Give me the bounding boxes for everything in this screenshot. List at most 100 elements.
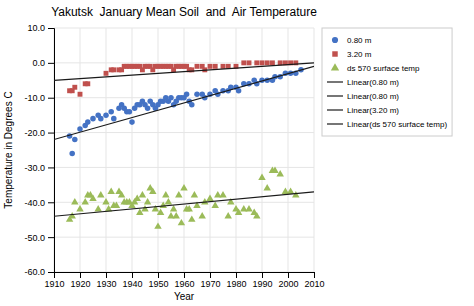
legend-symbol — [327, 81, 343, 82]
grid-line-y — [54, 62, 314, 63]
y-tick-label: 0.0 — [32, 58, 45, 68]
y-axis-line — [48, 29, 55, 273]
point — [271, 167, 278, 173]
point — [133, 195, 140, 201]
point — [139, 191, 146, 197]
point — [89, 195, 96, 201]
trend-line — [54, 63, 314, 80]
point — [175, 191, 182, 197]
grid-line-y — [54, 237, 314, 238]
y-tick-mark — [48, 167, 54, 168]
point — [78, 92, 83, 97]
point — [236, 88, 242, 94]
legend-label: Linear(ds 570 surface temp) — [347, 120, 447, 129]
legend: 0.80 m3.20 mds 570 surface tempLinear(0.… — [322, 28, 452, 136]
point — [162, 191, 169, 197]
point — [254, 60, 259, 65]
legend-item: 0.80 m — [332, 36, 372, 45]
point — [241, 60, 246, 65]
y-tick: -20.0 — [24, 128, 54, 138]
legend-symbol — [331, 63, 339, 70]
point — [270, 60, 275, 65]
point — [189, 102, 195, 108]
point — [103, 112, 109, 118]
x-tick: 1960 — [174, 272, 194, 289]
point — [72, 137, 78, 143]
x-axis: 1910192019301940195019601970198019902000… — [44, 272, 324, 289]
title: Yakutsk January Mean Soil and Air Temper… — [51, 5, 317, 19]
legend-item: ds 570 surface temp — [331, 63, 420, 73]
x-tick-mark — [288, 272, 289, 278]
x-tick-mark — [314, 272, 315, 278]
x-tick-mark — [80, 272, 81, 278]
series — [67, 67, 304, 156]
x-axis-title: Year — [174, 291, 195, 302]
point — [107, 188, 114, 194]
marks — [54, 60, 314, 228]
point — [172, 212, 179, 218]
legend-label: ds 570 surface temp — [347, 64, 420, 73]
x-tick-label: 1910 — [44, 279, 64, 289]
y-tick-label: -30.0 — [24, 163, 45, 173]
grid-line-x — [106, 28, 107, 272]
point — [211, 201, 218, 207]
point — [85, 81, 90, 86]
y-tick-mark — [48, 98, 54, 99]
y-tick-label: -50.0 — [24, 233, 45, 243]
point — [168, 95, 174, 101]
point — [71, 198, 78, 204]
point — [263, 184, 270, 190]
x-tick: 1910 — [44, 272, 64, 289]
x-tick-mark — [158, 272, 159, 278]
point — [97, 191, 104, 197]
x-axis-line — [55, 273, 315, 279]
y-tick: -40.0 — [24, 198, 54, 208]
grid-line-y — [54, 202, 314, 203]
grid-line-x — [314, 28, 315, 272]
point — [206, 195, 213, 201]
point — [149, 188, 156, 194]
x-tick-label: 1960 — [174, 279, 194, 289]
y-tick-mark — [48, 28, 54, 29]
point — [287, 188, 294, 194]
legend-label: Linear(0.80 m) — [347, 78, 399, 87]
point — [108, 109, 114, 115]
point — [185, 205, 192, 211]
y-tick-mark — [48, 133, 54, 134]
point — [195, 64, 200, 69]
point — [76, 205, 83, 211]
point — [111, 116, 117, 122]
series — [66, 167, 300, 229]
grid-line-y — [54, 132, 314, 133]
point — [258, 174, 265, 180]
x-tick: 1920 — [70, 272, 90, 289]
legend-symbol — [327, 95, 343, 96]
x-tick-label: 1940 — [122, 279, 142, 289]
point — [72, 85, 77, 90]
point — [260, 60, 265, 65]
x-tick-mark — [210, 272, 211, 278]
point — [201, 198, 208, 204]
x-tick: 1980 — [226, 272, 246, 289]
point — [94, 205, 101, 211]
point — [154, 222, 161, 228]
x-tick-mark — [262, 272, 263, 278]
x-tick: 1990 — [252, 272, 272, 289]
legend-item: Linear(0.80 m) — [327, 92, 399, 101]
point — [245, 205, 252, 211]
x-tick: 2000 — [278, 272, 298, 289]
point — [191, 191, 198, 197]
point — [144, 198, 151, 204]
point — [98, 116, 104, 122]
point — [213, 64, 218, 69]
y-tick-mark — [48, 237, 54, 238]
point — [235, 208, 242, 214]
y-tick-label: -10.0 — [24, 93, 45, 103]
x-tick-label: 1920 — [70, 279, 90, 289]
x-tick-mark — [184, 272, 185, 278]
point — [111, 67, 116, 72]
point — [170, 205, 177, 211]
y-tick-label: -20.0 — [24, 128, 45, 138]
point — [219, 191, 226, 197]
y-tick: -30.0 — [24, 163, 54, 173]
